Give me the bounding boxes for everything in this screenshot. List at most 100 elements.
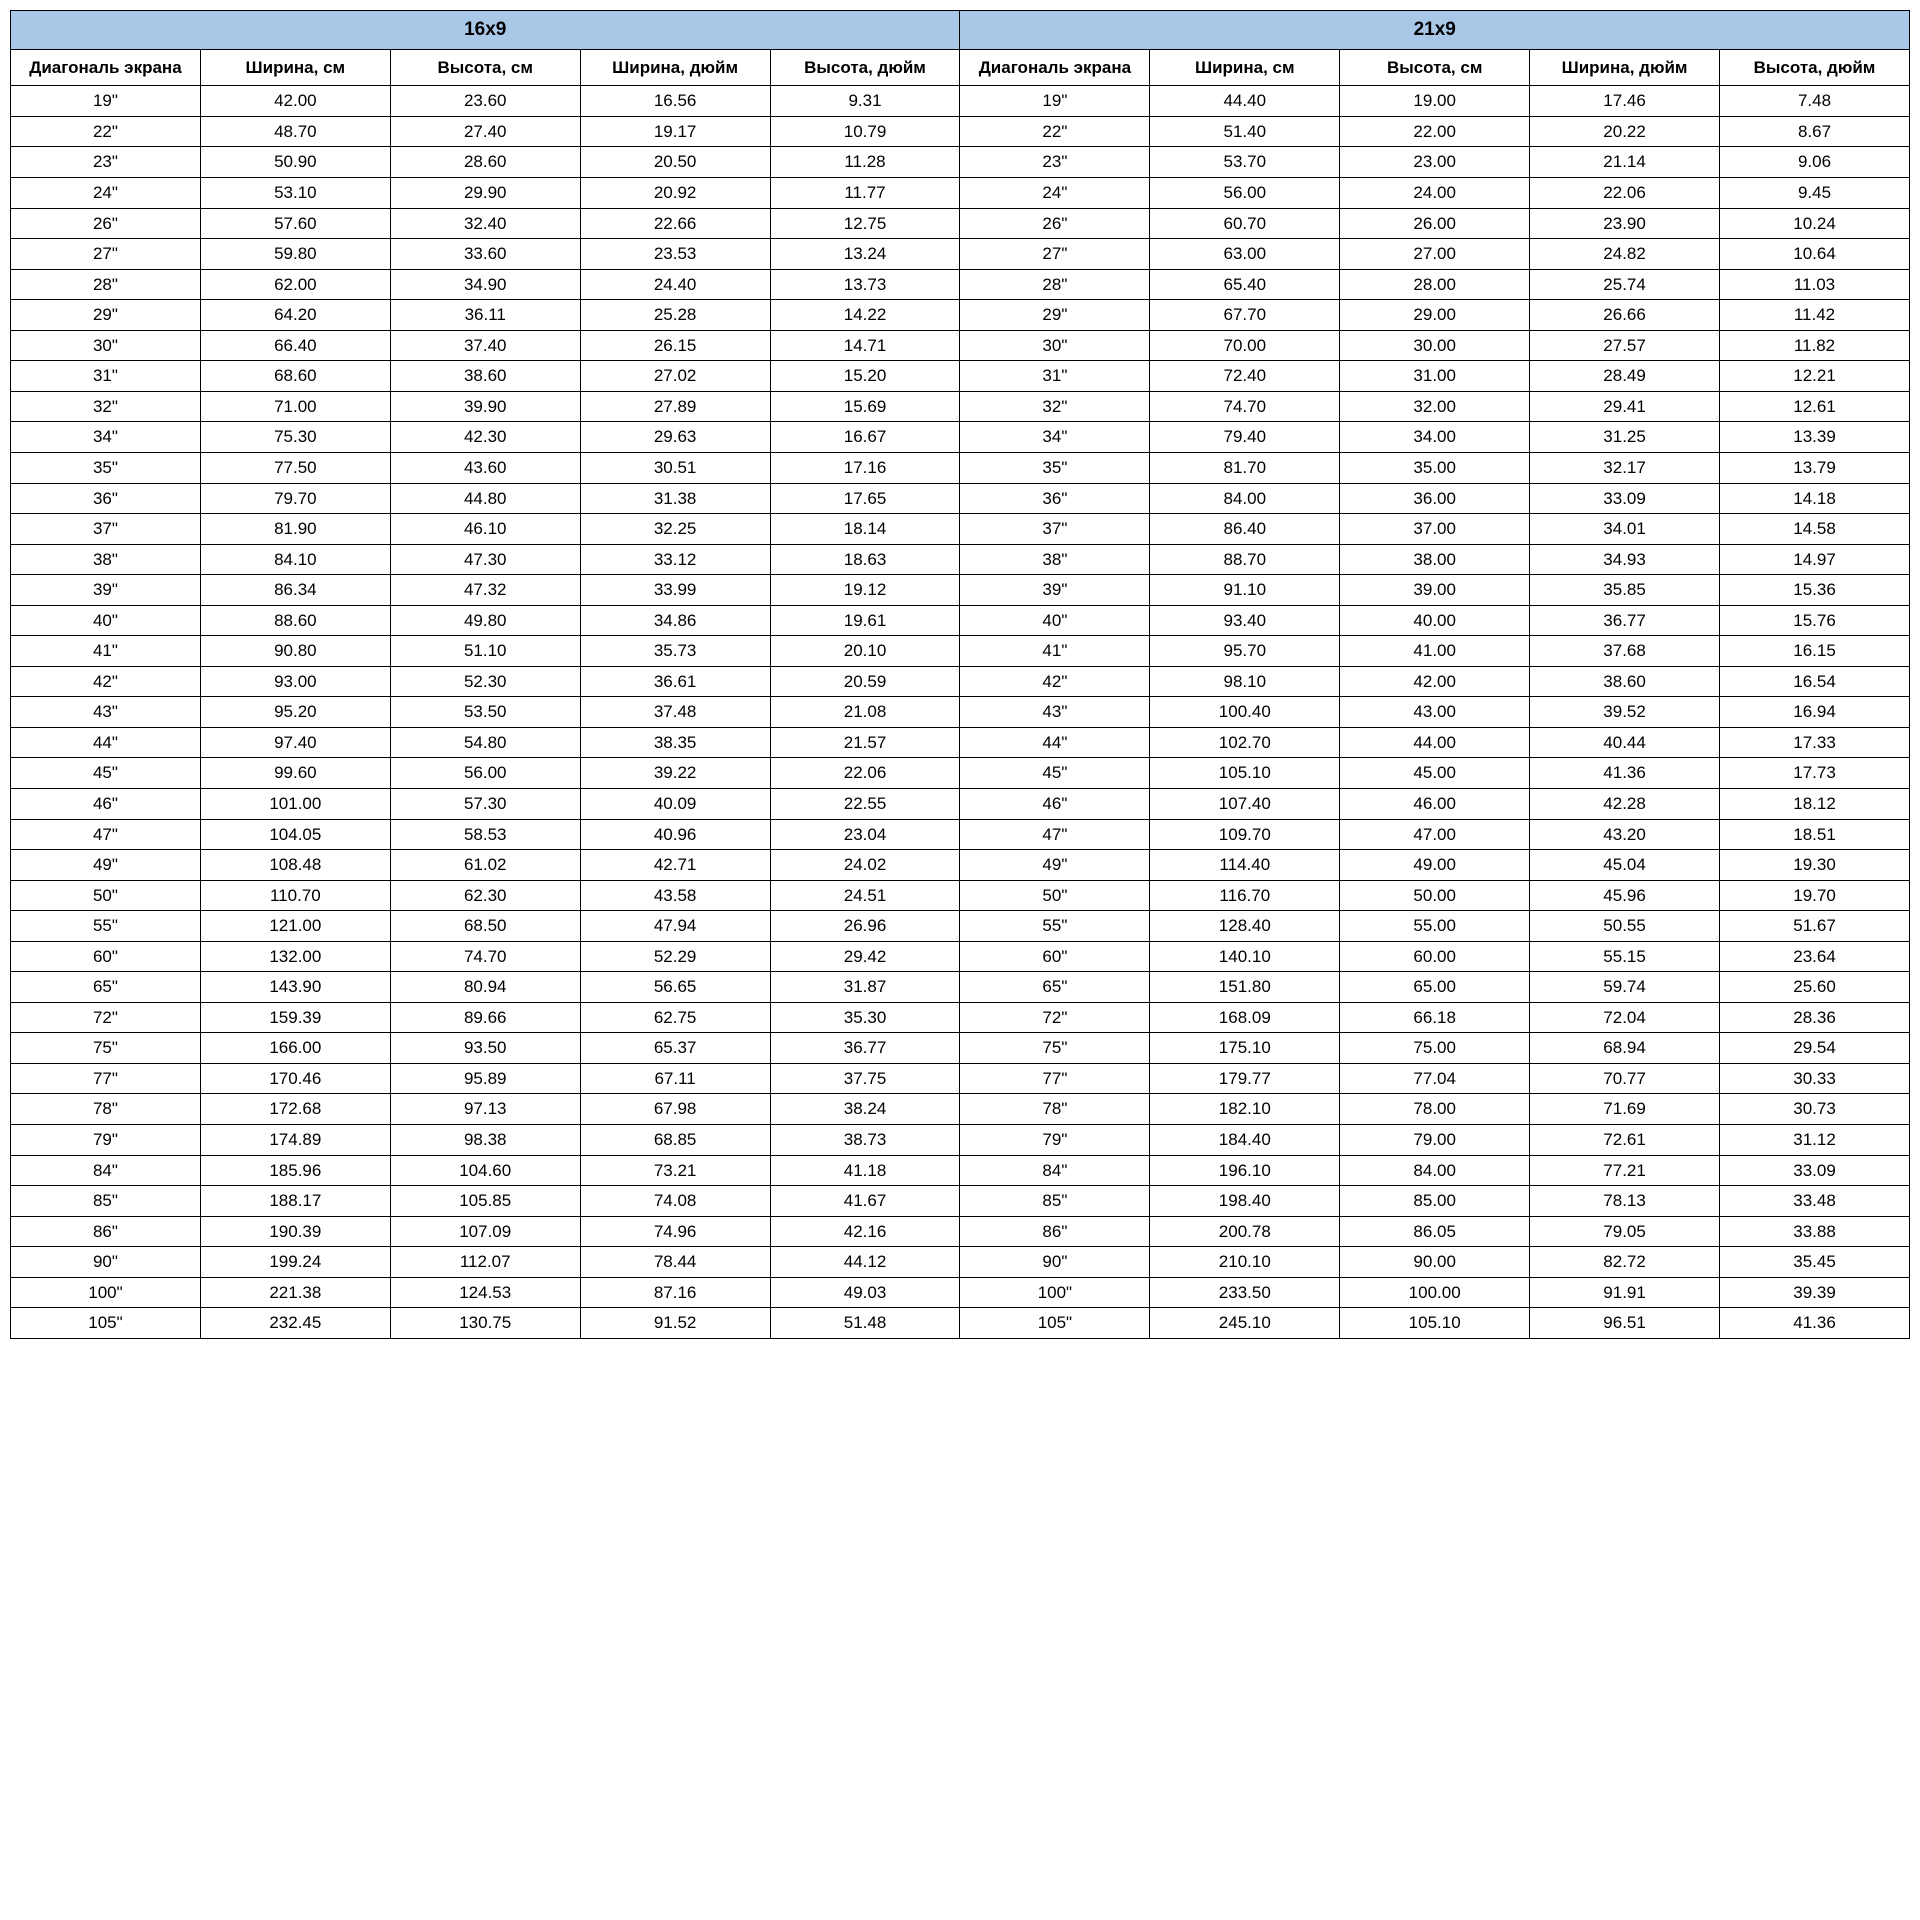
table-cell: 77.21 [1530,1155,1720,1186]
table-cell: 36" [11,483,201,514]
table-row: 34"75.3042.3029.6316.6734"79.4034.0031.2… [11,422,1910,453]
table-cell: 11.82 [1720,330,1910,361]
table-cell: 16.94 [1720,697,1910,728]
table-cell: 29.63 [580,422,770,453]
table-cell: 74.96 [580,1216,770,1247]
table-cell: 101.00 [200,788,390,819]
table-cell: 85" [11,1186,201,1217]
table-cell: 66.18 [1340,1002,1530,1033]
table-row: 28"62.0034.9024.4013.7328"65.4028.0025.7… [11,269,1910,300]
table-cell: 36.77 [770,1033,960,1064]
table-cell: 35.45 [1720,1247,1910,1278]
table-cell: 56.65 [580,972,770,1003]
table-cell: 61.02 [390,850,580,881]
table-cell: 60.00 [1340,941,1530,972]
table-cell: 22.06 [1530,178,1720,209]
table-cell: 95.70 [1150,636,1340,667]
table-cell: 114.40 [1150,850,1340,881]
table-cell: 23.00 [1340,147,1530,178]
table-cell: 14.22 [770,300,960,331]
table-cell: 81.90 [200,514,390,545]
table-cell: 70.00 [1150,330,1340,361]
table-cell: 21.08 [770,697,960,728]
table-cell: 43.20 [1530,819,1720,850]
table-cell: 39.00 [1340,575,1530,606]
table-cell: 24.00 [1340,178,1530,209]
table-cell: 55" [960,911,1150,942]
table-row: 37"81.9046.1032.2518.1437"86.4037.0034.0… [11,514,1910,545]
table-body: 19"42.0023.6016.569.3119"44.4019.0017.46… [11,86,1910,1338]
table-cell: 84" [960,1155,1150,1186]
table-cell: 102.70 [1150,727,1340,758]
table-cell: 17.46 [1530,86,1720,117]
table-cell: 95.20 [200,697,390,728]
column-header-6: Ширина, см [1150,49,1340,86]
table-cell: 90.00 [1340,1247,1530,1278]
table-cell: 50" [960,880,1150,911]
table-row: 44"97.4054.8038.3521.5744"102.7044.0040.… [11,727,1910,758]
table-cell: 11.77 [770,178,960,209]
table-cell: 84.00 [1150,483,1340,514]
table-cell: 21.14 [1530,147,1720,178]
table-row: 47"104.0558.5340.9623.0447"109.7047.0043… [11,819,1910,850]
table-cell: 41.00 [1340,636,1530,667]
table-cell: 38.00 [1340,544,1530,575]
table-cell: 68.85 [580,1124,770,1155]
table-row: 36"79.7044.8031.3817.6536"84.0036.0033.0… [11,483,1910,514]
table-cell: 33.48 [1720,1186,1910,1217]
table-cell: 84.00 [1340,1155,1530,1186]
table-row: 90"199.24112.0778.4444.1290"210.1090.008… [11,1247,1910,1278]
table-cell: 175.10 [1150,1033,1340,1064]
table-cell: 34.93 [1530,544,1720,575]
table-cell: 74.70 [390,941,580,972]
table-cell: 88.60 [200,605,390,636]
group-header-row: 16x921x9 [11,11,1910,50]
table-row: 24"53.1029.9020.9211.7724"56.0024.0022.0… [11,178,1910,209]
table-cell: 93.50 [390,1033,580,1064]
table-cell: 44.00 [1340,727,1530,758]
table-row: 105"232.45130.7591.5251.48105"245.10105.… [11,1308,1910,1339]
table-cell: 50.90 [200,147,390,178]
table-cell: 60" [11,941,201,972]
table-cell: 23.64 [1720,941,1910,972]
table-cell: 23" [11,147,201,178]
table-cell: 172.68 [200,1094,390,1125]
table-cell: 37.00 [1340,514,1530,545]
table-cell: 43.60 [390,452,580,483]
table-cell: 17.73 [1720,758,1910,789]
table-cell: 47.30 [390,544,580,575]
table-cell: 46" [11,788,201,819]
table-cell: 60.70 [1150,208,1340,239]
table-cell: 72.40 [1150,361,1340,392]
table-cell: 38.24 [770,1094,960,1125]
table-row: 49"108.4861.0242.7124.0249"114.4049.0045… [11,850,1910,881]
table-cell: 36.00 [1340,483,1530,514]
table-cell: 31.87 [770,972,960,1003]
table-cell: 19.70 [1720,880,1910,911]
table-cell: 67.11 [580,1063,770,1094]
table-cell: 91.10 [1150,575,1340,606]
table-cell: 23.90 [1530,208,1720,239]
table-cell: 9.45 [1720,178,1910,209]
table-cell: 19.61 [770,605,960,636]
table-cell: 56.00 [390,758,580,789]
table-cell: 108.48 [200,850,390,881]
table-cell: 233.50 [1150,1277,1340,1308]
table-row: 31"68.6038.6027.0215.2031"72.4031.0028.4… [11,361,1910,392]
table-cell: 20.22 [1530,116,1720,147]
table-row: 46"101.0057.3040.0922.5546"107.4046.0042… [11,788,1910,819]
table-cell: 72" [11,1002,201,1033]
table-cell: 130.75 [390,1308,580,1339]
table-cell: 174.89 [200,1124,390,1155]
table-cell: 107.40 [1150,788,1340,819]
table-row: 42"93.0052.3036.6120.5942"98.1042.0038.6… [11,666,1910,697]
table-cell: 28.00 [1340,269,1530,300]
table-row: 32"71.0039.9027.8915.6932"74.7032.0029.4… [11,391,1910,422]
table-cell: 12.75 [770,208,960,239]
table-cell: 35.73 [580,636,770,667]
table-cell: 65" [960,972,1150,1003]
table-cell: 40" [11,605,201,636]
table-cell: 37" [960,514,1150,545]
table-cell: 80.94 [390,972,580,1003]
table-row: 23"50.9028.6020.5011.2823"53.7023.0021.1… [11,147,1910,178]
